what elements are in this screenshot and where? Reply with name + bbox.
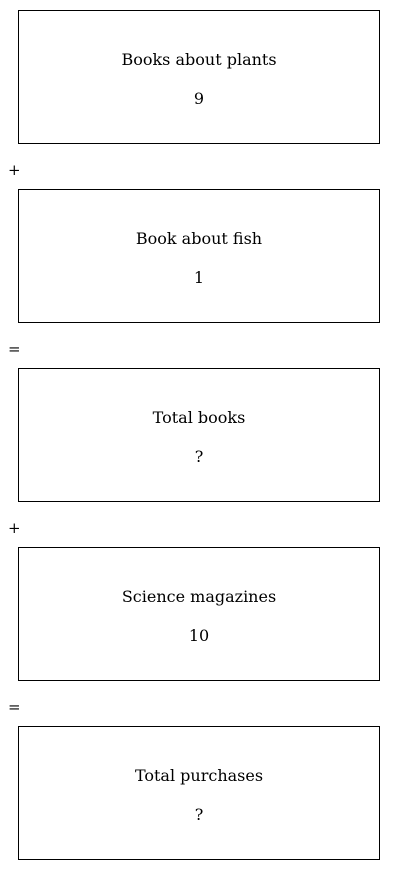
box-book-about-fish: Book about fish 1 xyxy=(18,189,380,323)
plus-operator: + xyxy=(8,519,21,537)
box-label: Total books xyxy=(152,408,246,427)
box-books-about-plants: Books about plants 9 xyxy=(18,10,380,144)
plus-operator: + xyxy=(8,161,21,179)
box-label: Books about plants xyxy=(121,50,277,69)
equals-operator: = xyxy=(8,698,21,716)
box-value: ? xyxy=(194,447,204,466)
box-total-books: Total books ? xyxy=(18,368,380,502)
box-total-purchases: Total purchases ? xyxy=(18,726,380,860)
box-label: Total purchases xyxy=(134,766,264,785)
equals-operator: = xyxy=(8,340,21,358)
box-label: Book about fish xyxy=(135,229,263,248)
box-value: 9 xyxy=(193,89,205,108)
box-value: 10 xyxy=(188,626,210,645)
box-value: 1 xyxy=(193,268,205,287)
box-label: Science magazines xyxy=(121,587,277,606)
box-science-magazines: Science magazines 10 xyxy=(18,547,380,681)
box-value: ? xyxy=(194,805,204,824)
